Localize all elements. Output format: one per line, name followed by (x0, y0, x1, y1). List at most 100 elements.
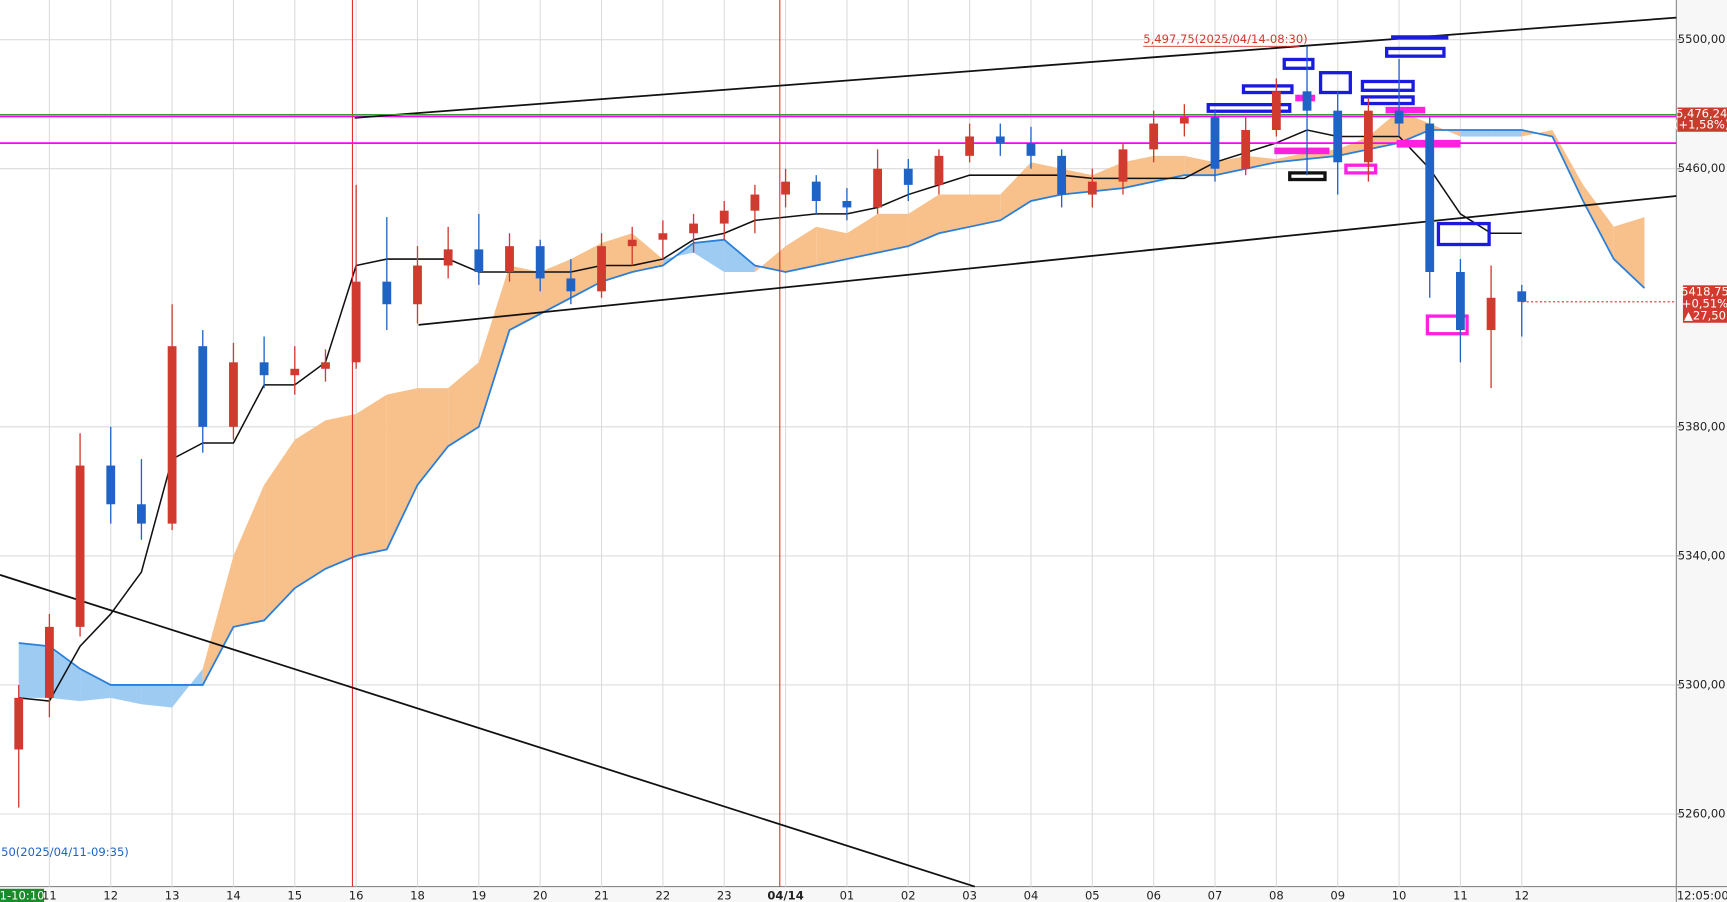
cloud-segment (1092, 162, 1123, 192)
x-tick-label: 09 (1330, 888, 1345, 902)
cloud-segment (908, 194, 939, 247)
x-tick-label: 03 (962, 888, 977, 902)
candle-body (658, 233, 668, 240)
last-price-change: +0,51% (1682, 297, 1727, 311)
label-layer: 5,497,75(2025/04/14-08:30) 50(2025/04/11… (0, 32, 1727, 902)
plot-area (0, 0, 1676, 887)
candle-body (198, 346, 208, 427)
zone-box (1206, 102, 1292, 113)
zone-box (1360, 95, 1415, 106)
y-tick-label: 5380,00 (1678, 419, 1726, 433)
x-tick-label: 06 (1146, 888, 1161, 902)
y-tick-label: 5340,00 (1678, 548, 1726, 562)
x-tick-label: 12 (103, 888, 118, 902)
base-line (18, 129, 1522, 702)
candle-body (1026, 142, 1036, 156)
candle-body (1271, 91, 1281, 131)
cloud-segment (570, 242, 602, 298)
candle-body (1455, 271, 1465, 331)
last-price-label: 5418,75 (1681, 284, 1727, 298)
cloud-segment (969, 194, 1001, 227)
zone-box (1385, 46, 1446, 58)
cloud-span-b (18, 129, 1646, 686)
candle-body (750, 194, 760, 211)
candle-body (873, 168, 883, 208)
candle-body (1149, 123, 1159, 150)
x-tick-label: 20 (533, 888, 548, 902)
zone-box (1241, 84, 1294, 95)
candle-body (1517, 291, 1527, 302)
trend-line (0, 574, 976, 888)
price-axis-panel (1676, 0, 1727, 902)
candle-body (382, 281, 392, 305)
cloud-segment (724, 239, 755, 272)
cloud-segment (540, 259, 571, 314)
candle-body (842, 200, 852, 208)
cloud-segment (264, 439, 295, 621)
cloud-segment (846, 213, 878, 260)
cloud-segment (877, 213, 909, 253)
x-tick-label: 14 (226, 888, 241, 902)
cloud-segment (448, 362, 479, 447)
candle-layer (14, 46, 1677, 808)
zone-box (1385, 106, 1426, 114)
candle-body (781, 181, 790, 195)
drawing-layer (0, 0, 1677, 888)
candle-body (597, 246, 606, 292)
cloud-layer (0, 110, 1677, 708)
cloud-segment (325, 413, 357, 569)
last-price-box (1682, 285, 1727, 323)
cloud-segment (816, 226, 847, 266)
zone-box (1274, 147, 1330, 155)
candle-body (167, 346, 177, 524)
zone-box (1318, 71, 1352, 95)
x-tick-label: 12 (1514, 888, 1529, 902)
y-tick-label: 5460,00 (1678, 161, 1726, 175)
cloud-segment (386, 388, 418, 550)
candle-body (1210, 117, 1220, 169)
x-tick-label: 11 (42, 888, 57, 902)
candle-body (351, 281, 361, 363)
candle-body (505, 246, 514, 272)
cloud-segment (1061, 168, 1093, 195)
candle-body (413, 265, 422, 305)
cloud-segment (601, 233, 633, 282)
x-tick-label: 22 (656, 888, 671, 902)
candle-body (259, 362, 269, 376)
candle-body (1486, 297, 1496, 331)
candle-body (627, 239, 637, 247)
y-tick-label: 5500,00 (1678, 32, 1726, 46)
x-tick-label: 15 (287, 888, 302, 902)
candle-body (14, 697, 24, 750)
cloud-segment (356, 394, 387, 556)
zone-box (1344, 163, 1378, 175)
cursor-time-box (0, 888, 45, 902)
candle-body (719, 210, 729, 224)
candle-body (566, 278, 576, 292)
cloud-segment (1030, 162, 1062, 201)
candle-body (1302, 91, 1312, 111)
trend-line (354, 16, 1677, 119)
candle-body (1425, 123, 1435, 272)
cloud-segment (172, 668, 203, 708)
cloud-segment (938, 194, 970, 234)
x-tick-label: 04/14 (767, 888, 803, 902)
candle-body (1394, 110, 1404, 124)
time-axis-panel (0, 886, 1677, 902)
x-tick-label: 18 (410, 888, 425, 902)
level-box (1677, 107, 1727, 132)
candle-body (229, 362, 238, 427)
cloud-segment (1122, 155, 1154, 189)
cloud-segment (754, 246, 786, 272)
cloud-segment (1184, 155, 1216, 176)
cloud-segment (110, 684, 142, 705)
x-tick-label: 21 (594, 888, 609, 902)
candle-body (1087, 181, 1097, 195)
candle-body (1057, 155, 1067, 195)
candle-body (811, 181, 821, 201)
candle-body (1333, 110, 1343, 163)
cloud-segment (1613, 217, 1645, 289)
cloud-segment (1491, 130, 1522, 137)
